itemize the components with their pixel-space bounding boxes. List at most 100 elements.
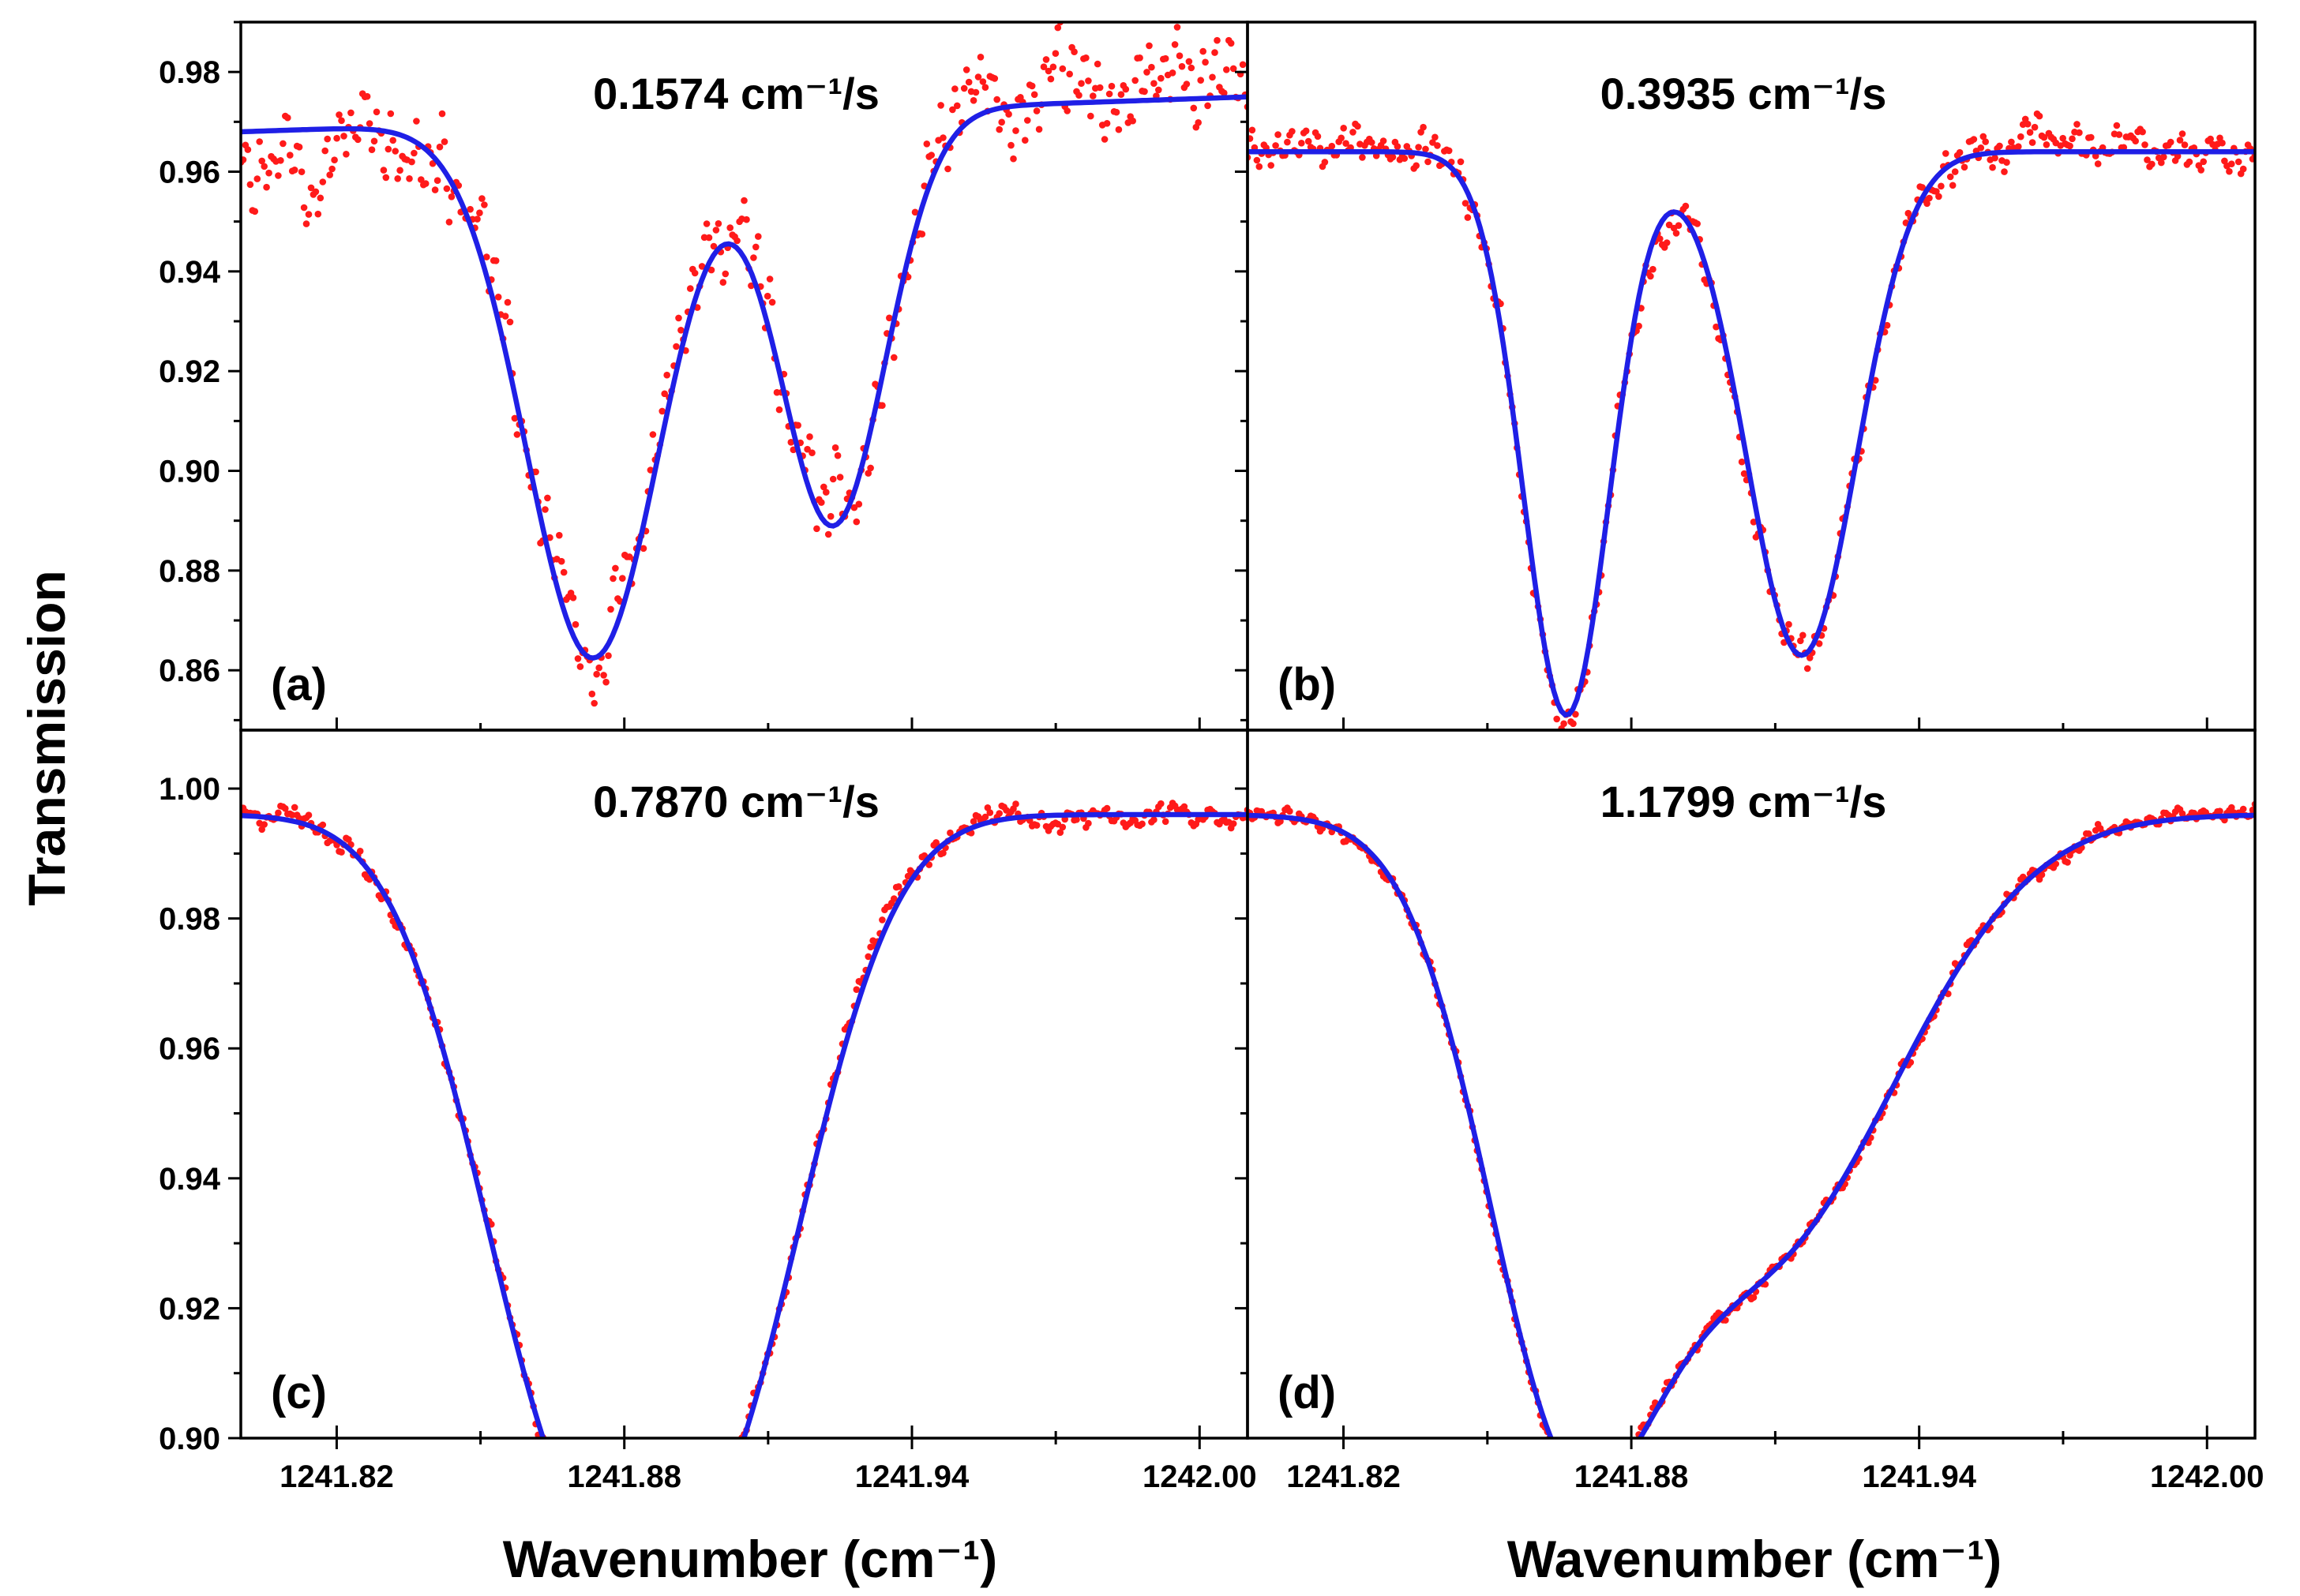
data-point [396,167,403,174]
data-point [2132,137,2139,144]
data-point [1101,136,1109,143]
data-point [1682,202,1690,210]
data-point [261,163,268,170]
data-point [1672,230,1680,237]
plot-frame [239,21,1249,732]
data-point [284,114,291,122]
data-point [572,1516,580,1523]
x-tick-label: 1241.82 [280,1459,394,1494]
data-point [1255,163,1263,170]
data-point [380,167,388,174]
data-point [698,263,706,270]
data-point [1209,73,1216,81]
data-point [1422,145,1429,153]
data-point [2024,120,2032,128]
data-point [741,197,748,204]
data-point [720,1493,727,1500]
data-point [569,594,577,601]
data-point [1284,138,1291,146]
x-axis-title-right: Wavenumber (cm⁻¹) [1507,1530,2002,1588]
data-point [256,138,264,145]
data-point [305,811,313,819]
data-point [385,145,392,153]
data-point [1214,36,1221,44]
data-point [568,1496,575,1503]
data-point [1180,803,1188,811]
data-point [1797,637,1804,645]
data-point [1560,1462,1567,1469]
data-point [1991,154,1998,162]
plot-frame [1246,21,2257,732]
data-point [1946,173,1954,181]
data-point [422,180,430,187]
data-point [1942,150,1949,157]
data-point [775,406,783,414]
data-point [736,1441,743,1448]
data-point [879,916,886,924]
data-point [951,85,959,92]
data-point [1354,122,1361,130]
data-point [713,1503,720,1510]
x-tick-label: 1241.88 [567,1459,681,1494]
data-point [1005,111,1012,118]
data-point [1239,61,1247,69]
data-point [1379,137,1387,144]
data-point [1560,720,1567,728]
data-point [312,188,320,196]
data-point [2052,860,2060,867]
data-point [824,530,832,538]
data-point [1553,1456,1560,1463]
data-point [1926,194,1933,202]
data-point [806,433,813,440]
data-point [2226,167,2233,175]
data-point [2059,134,2066,142]
data-point [1923,200,1930,208]
data-point [544,1456,551,1463]
data-point [382,174,390,182]
data-point [1989,163,1996,171]
data-point [1883,321,1891,329]
data-point [1979,133,1987,140]
data-point [593,670,600,678]
data-point [1938,182,1945,190]
data-point [1161,54,1169,62]
data-point [2064,859,2071,866]
data-point [1141,88,1148,96]
data-point [663,371,670,379]
data-point [1274,131,1281,138]
data-point [1935,193,1942,200]
data-point [991,75,999,82]
data-point [1919,184,1926,191]
data-point [853,518,861,526]
data-point [970,97,977,104]
data-point [1738,458,1746,466]
data-point [1431,133,1439,141]
data-point [436,143,444,151]
data-point [275,172,282,179]
data-point [1565,1474,1572,1481]
panels-group: 0.86 0.88 0.90 0.92 0.94 0.96 0.98 0.1574 cm⁻¹/… [159,21,2264,1523]
data-point [1185,58,1193,66]
data-point [834,451,842,459]
data-point [1115,126,1123,133]
data-point [326,171,334,178]
data-point [719,279,727,287]
data-point [867,464,874,472]
data-point [1012,127,1019,134]
data-point [1122,85,1130,93]
data-point [949,106,956,114]
data-point [324,135,332,143]
data-point [1082,54,1090,62]
data-point [1022,137,1029,144]
data-point [2239,165,2247,173]
data-point [305,211,313,218]
data-point [610,575,617,583]
data-point [731,1464,738,1471]
data-point [1267,162,1274,169]
data-point [551,1465,558,1472]
data-point [1071,48,1078,55]
y-tick-label: 0.96 [159,155,220,190]
data-point [1647,272,1654,280]
data-point [511,414,519,422]
